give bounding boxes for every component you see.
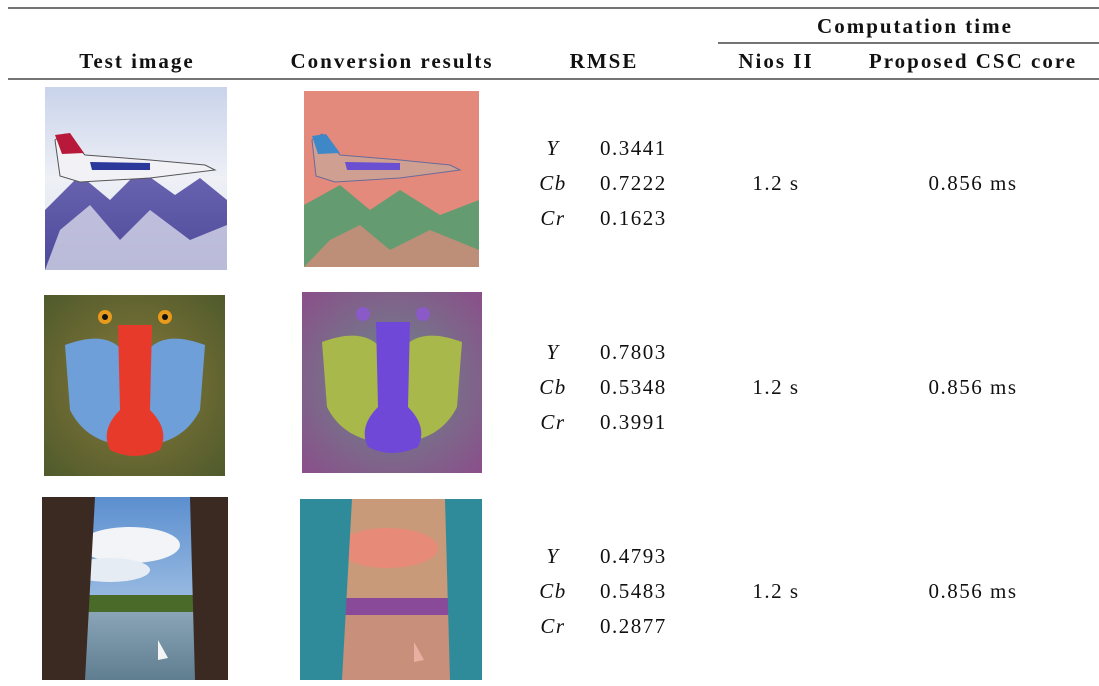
group-header: Computation time xyxy=(817,14,1013,38)
csc-time: 0.856 ms xyxy=(928,579,1017,603)
rmse-channel: Cr xyxy=(540,614,565,638)
rmse-channel: Cb xyxy=(539,579,567,603)
conversion-image xyxy=(300,499,482,680)
column-header: Conversion results xyxy=(290,49,493,73)
column-header: RMSE xyxy=(570,49,639,73)
csc-time: 0.856 ms xyxy=(928,375,1017,399)
rmse-channel: Y xyxy=(546,136,560,160)
column-header: Proposed CSC core xyxy=(869,49,1077,73)
rmse-channel: Cr xyxy=(540,206,565,230)
rmse-channel: Cb xyxy=(539,171,567,195)
column-header: Test image xyxy=(79,49,194,73)
rmse-value: 0.5348 xyxy=(600,375,667,399)
nios-time: 1.2 s xyxy=(752,579,799,603)
rmse-channel: Cb xyxy=(539,375,567,399)
nios-time: 1.2 s xyxy=(752,171,799,195)
nios-time: 1.2 s xyxy=(752,375,799,399)
conversion-image xyxy=(302,292,482,473)
rmse-value: 0.2877 xyxy=(600,614,667,638)
rmse-channel: Y xyxy=(546,544,560,568)
rmse-channel: Cr xyxy=(540,410,565,434)
column-header: Nios II xyxy=(738,49,813,73)
rmse-value: 0.3441 xyxy=(600,136,667,160)
rmse-channel: Y xyxy=(546,340,560,364)
conversion-image xyxy=(304,91,479,267)
rmse-value: 0.3991 xyxy=(600,410,667,434)
rmse-value: 0.1623 xyxy=(600,206,667,230)
test-image xyxy=(44,295,225,476)
rmse-value: 0.4793 xyxy=(600,544,667,568)
test-image xyxy=(45,87,227,270)
test-image xyxy=(42,497,228,680)
rmse-value: 0.7222 xyxy=(600,171,667,195)
table-page: Computation time Test image Conversion r… xyxy=(0,0,1099,686)
rmse-value: 0.5483 xyxy=(600,579,667,603)
csc-time: 0.856 ms xyxy=(928,171,1017,195)
rmse-value: 0.7803 xyxy=(600,340,667,364)
